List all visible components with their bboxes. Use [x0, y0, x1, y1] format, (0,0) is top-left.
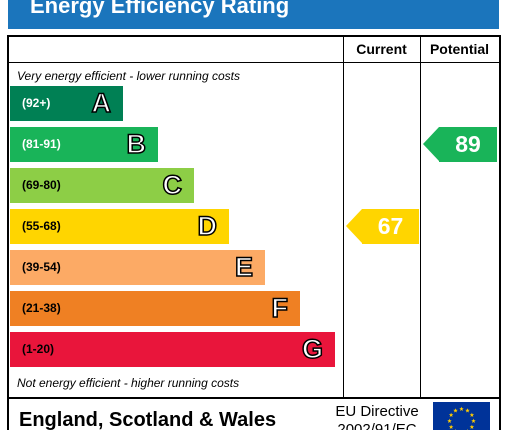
band-range-label: (21-38) [22, 301, 61, 315]
eu-flag-icon [433, 402, 490, 430]
efficient-note: Very energy efficient - lower running co… [17, 69, 240, 83]
footer-region-label: England, Scotland & Wales [19, 409, 277, 430]
band-range-label: (81-91) [22, 137, 61, 151]
eu-star-icon [469, 412, 475, 417]
inefficient-note: Not energy efficient - higher running co… [17, 376, 240, 390]
band-letter: D [197, 211, 218, 242]
potential-rating-arrow: 89 [423, 127, 497, 162]
band-letter: A [91, 88, 112, 119]
potential-rating-value: 89 [455, 131, 481, 157]
header-divider [9, 62, 499, 63]
chart-title: Energy Efficiency Rating [30, 0, 290, 18]
current-arrow-tip [346, 209, 362, 243]
eu-directive-line1: EU Directive [335, 403, 419, 420]
eu-flag-stars [447, 406, 476, 430]
band-b: (81-91) B [10, 127, 158, 162]
potential-arrow-body [439, 127, 497, 162]
column-divider-potential [420, 37, 421, 397]
band-letter: F [271, 293, 289, 324]
band-g: (1-20) G [10, 332, 335, 367]
band-range-label: (39-54) [22, 260, 61, 274]
eu-star-icon [471, 418, 476, 423]
current-rating-value: 67 [377, 213, 404, 239]
eu-star-icon [447, 418, 452, 423]
band-c: (69-80) C [10, 168, 194, 203]
band-f: (21-38) F [10, 291, 300, 326]
band-range-label: (92+) [22, 96, 51, 110]
band-range-label: (69-80) [22, 178, 61, 192]
band-letter: G [301, 334, 324, 365]
column-divider-current [343, 37, 344, 397]
current-arrow-body [362, 209, 419, 244]
eu-directive: EU Directive 2002/91/EC [327, 403, 427, 430]
band-range-label: (1-20) [22, 342, 55, 356]
current-rating-arrow: 67 [346, 209, 419, 244]
band-range-label: (55-68) [22, 219, 61, 233]
eu-star-icon [448, 412, 454, 417]
eu-directive-line2: 2002/91/EC [337, 421, 417, 430]
potential-arrow-tip [423, 127, 439, 161]
title-bar: Energy Efficiency Rating [8, 0, 499, 29]
eu-star-icon [453, 408, 458, 413]
band-letter: B [126, 129, 147, 160]
eu-star-icon [469, 424, 475, 429]
band-a: (92+) A [10, 86, 123, 121]
eu-star-icon [448, 424, 454, 429]
eu-star-icon [459, 406, 464, 411]
band-e: (39-54) E [10, 250, 265, 285]
band-letter: C [162, 170, 183, 201]
band-letter: E [234, 252, 254, 283]
potential-column-header: Potential [429, 41, 490, 57]
footer: England, Scotland & Wales EU Directive 2… [7, 397, 501, 430]
rating-table: Current Potential Very energy efficient … [7, 35, 501, 399]
current-column-header: Current [356, 41, 407, 57]
band-d: (55-68) D [10, 209, 229, 244]
eu-star-icon [465, 408, 470, 413]
